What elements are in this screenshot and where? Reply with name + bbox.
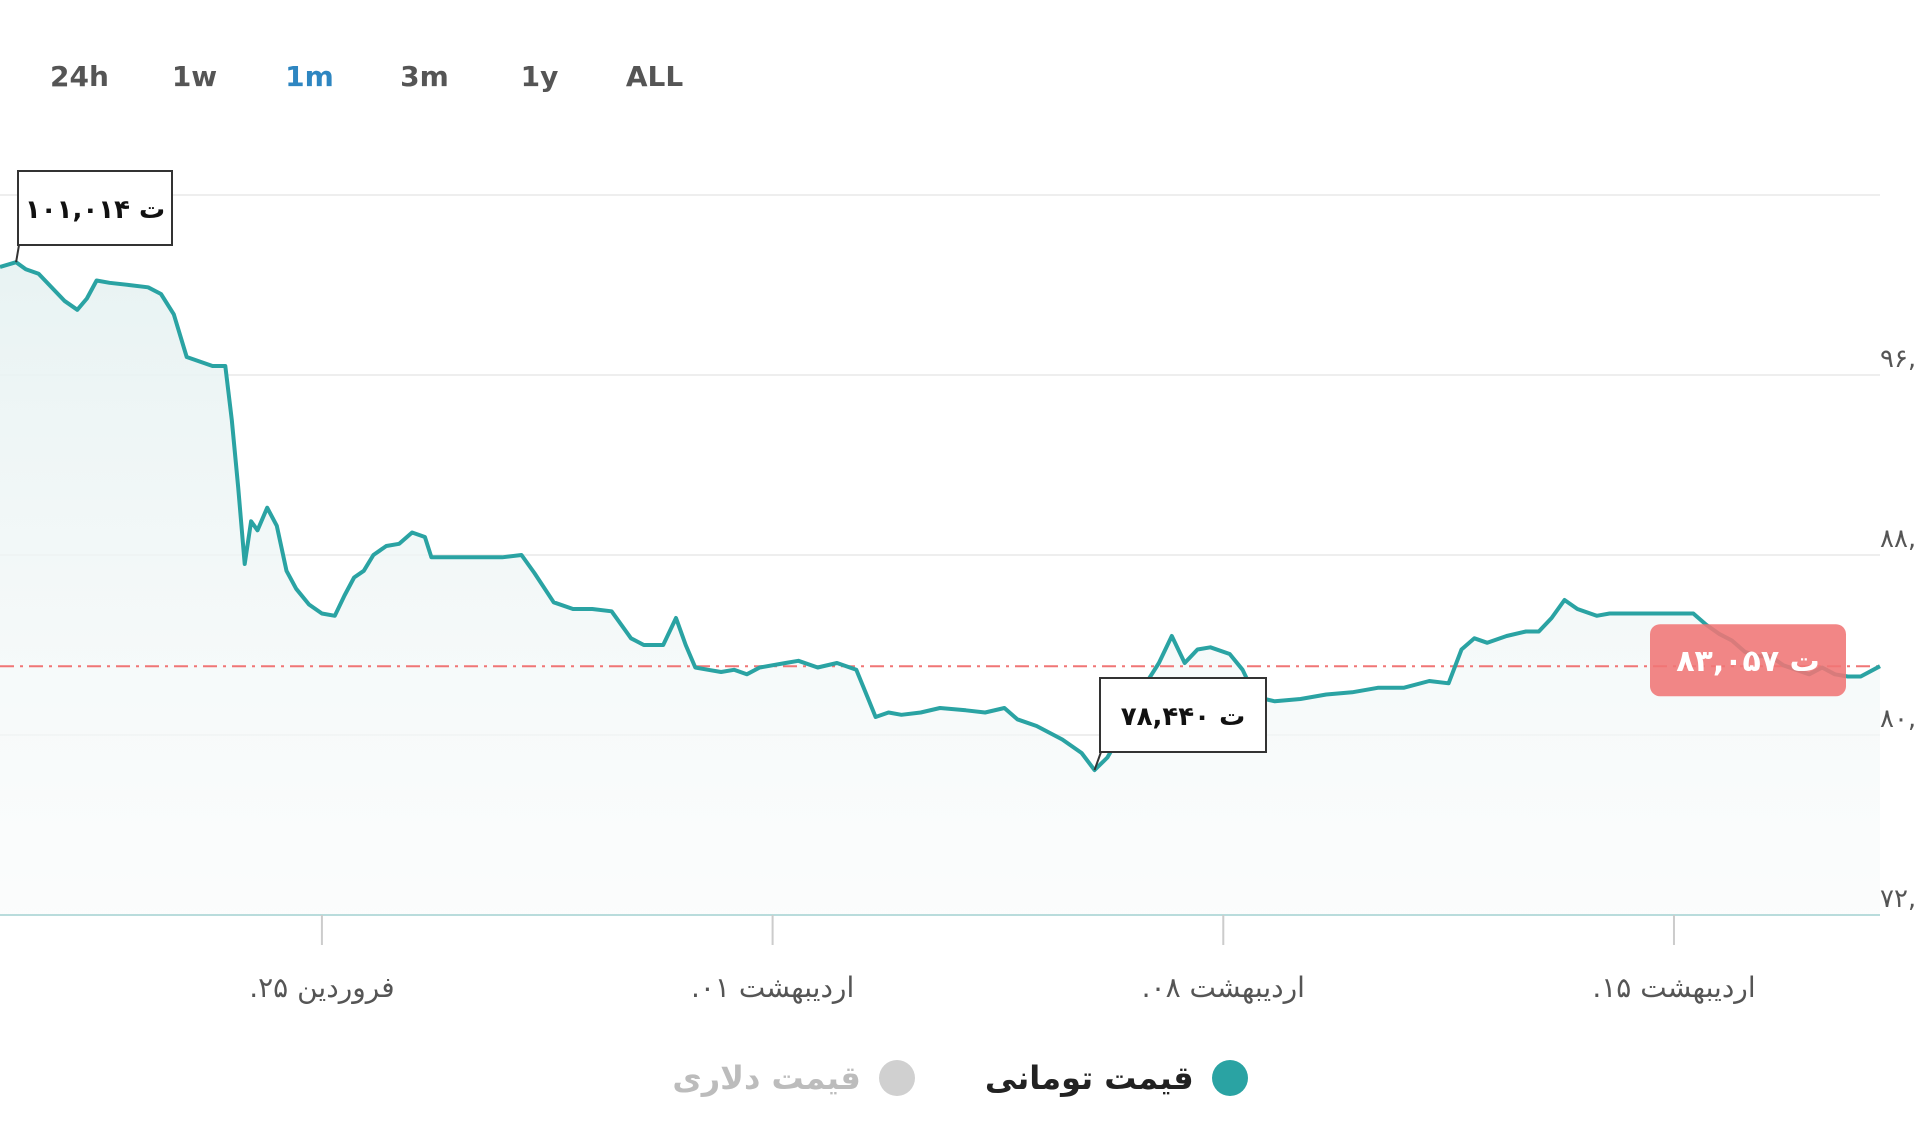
- timeframe-tabs: 24h 1w 1m 3m 1y ALL: [22, 52, 712, 102]
- toman-series-dot-icon: [1211, 1060, 1248, 1096]
- y-tick-label: ت ۹۶,۰۰۰: [1880, 344, 1920, 374]
- chart-legend: قیمت تومانی قیمت دلاری: [0, 1050, 1920, 1106]
- dollar-series-dot-icon: [878, 1060, 915, 1096]
- legend-dollar-price[interactable]: قیمت دلاری: [672, 1059, 915, 1097]
- tab-1m[interactable]: 1m: [285, 60, 334, 93]
- y-tick-label: ت ۸۰,۰۰۰: [1880, 704, 1920, 734]
- min-price-label: ت ۷۸,۴۴۰: [1121, 702, 1245, 732]
- x-tick-label: اردیبهشت ۰۸.: [1142, 971, 1305, 1004]
- x-tick-label: فروردین ۲۵.: [249, 971, 394, 1004]
- y-tick-label: ت ۷۲,۰۰۰: [1880, 884, 1920, 914]
- tab-1w[interactable]: 1w: [171, 60, 218, 93]
- price-line[interactable]: [0, 260, 1881, 773]
- legend-toman-label: قیمت تومانی: [984, 1059, 1194, 1097]
- max-price-callout: ت ۱۰۱,۰۱۴: [15, 170, 173, 263]
- tab-3m[interactable]: 3m: [400, 60, 449, 93]
- legend-toman-price[interactable]: قیمت تومانی: [985, 1059, 1248, 1097]
- x-axis-ticks: فروردین ۲۵. اردیبهشت ۰۱. اردیبهشت ۰۸. اردیب…: [249, 915, 1756, 1004]
- current-price-label: ت ۸۳,۰۵۷: [1676, 644, 1820, 679]
- tab-1y[interactable]: 1y: [520, 60, 559, 93]
- current-price-badge: ت ۸۳,۰۵۷: [1650, 624, 1846, 697]
- max-price-label: ت ۱۰۱,۰۱۴: [25, 195, 165, 225]
- min-price-callout: ت ۷۸,۴۴۰: [1093, 677, 1267, 771]
- y-axis-ticks: ت ۹۶,۰۰۰ ت ۸۸,۰۰۰ ت ۸۰,۰۰۰ ت ۷۲,۰۰۰: [1880, 344, 1920, 914]
- y-tick-label: ت ۸۸,۰۰۰: [1880, 524, 1920, 554]
- x-tick-label: اردیبهشت ۰۱.: [691, 971, 854, 1004]
- tab-24h[interactable]: 24h: [50, 60, 109, 93]
- x-tick-label: اردیبهشت ۱۵.: [1592, 971, 1755, 1004]
- legend-dollar-label: قیمت دلاری: [672, 1059, 861, 1097]
- price-area: [0, 262, 1880, 915]
- tab-all[interactable]: ALL: [625, 60, 684, 93]
